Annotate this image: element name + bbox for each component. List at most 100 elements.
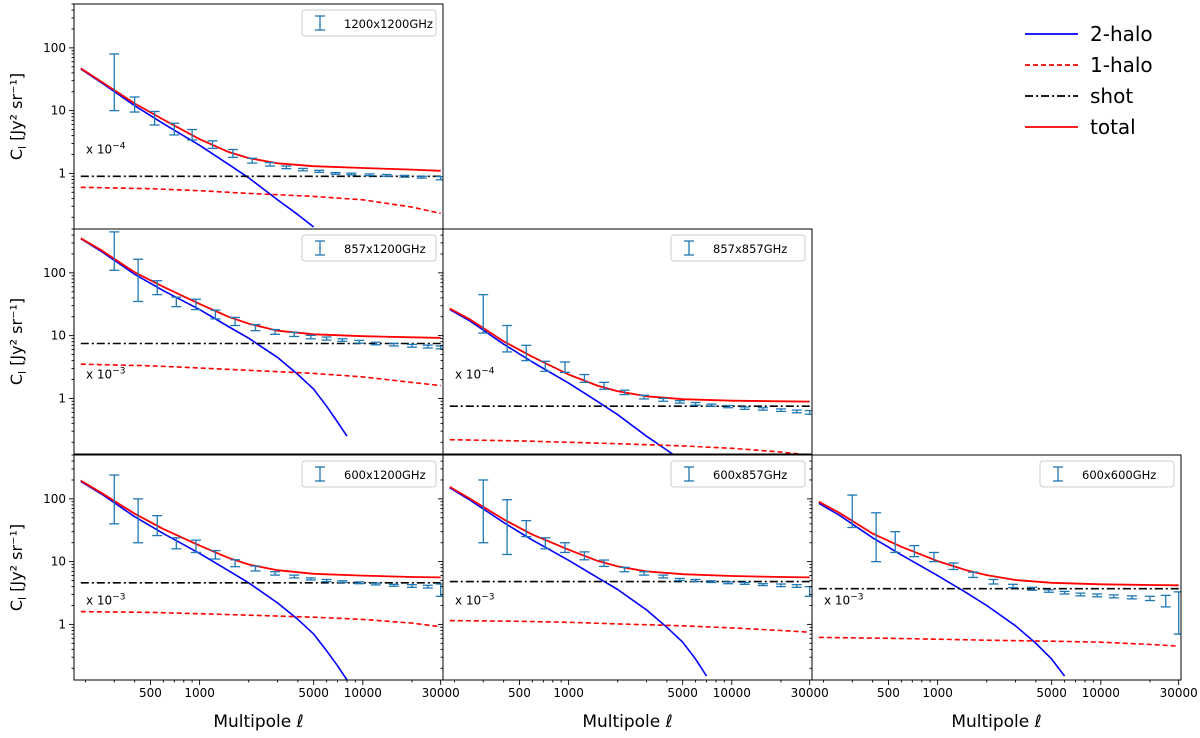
scale-factor-exponent: −4 — [481, 366, 495, 376]
data-point — [416, 175, 427, 179]
panel-600x600GHz: 500 1000 5000 10000 30000 Multipole ℓ x 10−3 60… — [807, 454, 1198, 732]
panel-title: 857x1200GHz — [344, 242, 426, 256]
y-axis — [438, 454, 443, 669]
data-point — [210, 309, 221, 320]
data-point — [1059, 590, 1070, 595]
data-point — [639, 394, 650, 400]
data-point — [723, 404, 734, 409]
y-tick-label: 10 — [51, 329, 66, 343]
panel-857x857GHz: x 10−4 857x857GHz — [438, 228, 813, 457]
data-point — [109, 53, 120, 112]
scale-factor-label: x 10−4 — [86, 141, 126, 156]
data-point — [791, 583, 802, 588]
plot-area — [74, 229, 443, 454]
scale-factor-label: x 10−3 — [86, 592, 125, 607]
data-point — [690, 401, 701, 406]
legend-label-one_halo: 1-halo — [1090, 53, 1153, 77]
plot-content — [449, 479, 812, 677]
series-1-halo-line — [449, 619, 810, 633]
panel-title: 1200x1200GHz — [344, 17, 433, 31]
data-point — [521, 519, 532, 538]
scale-factor-label: x 10−4 — [455, 366, 495, 381]
data-point — [540, 537, 551, 550]
panel-legend-box — [1039, 460, 1175, 488]
data-point — [129, 96, 140, 113]
data-point — [422, 584, 433, 589]
y-tick-label: 1 — [58, 166, 66, 180]
series-1-halo-line — [80, 610, 441, 628]
data-point — [190, 298, 201, 311]
data-point — [264, 161, 275, 167]
panel-title: 600x1200GHz — [344, 468, 426, 482]
data-point — [502, 324, 513, 353]
data-point — [314, 169, 325, 173]
y-axis: 1 10 100 — [43, 454, 74, 669]
plot-content — [80, 231, 443, 437]
x-tick-label: 10000 — [1082, 686, 1120, 700]
scale-factor-exponent: −3 — [112, 592, 125, 602]
y-axis-label-subscript: l — [16, 146, 29, 149]
legend-label-two_halo: 2-halo — [1090, 22, 1153, 46]
data-point — [847, 494, 858, 529]
data-point — [354, 581, 365, 585]
scale-factor-label: x 10−3 — [86, 366, 125, 381]
plot-content — [80, 474, 443, 680]
y-tick-label: 100 — [43, 266, 66, 280]
series-total-line — [80, 67, 441, 172]
data-point — [152, 515, 163, 537]
data-point — [739, 581, 750, 585]
panel-legend-box — [301, 9, 437, 37]
panel-600x1200GHz: 500 1000 5000 10000 30000 Multipole ℓ 1 10 100 Cl… — [7, 454, 460, 732]
y-tick-label: 10 — [51, 555, 66, 569]
scale-factor-exponent: −3 — [850, 592, 863, 602]
data-point — [281, 165, 292, 170]
data-point — [364, 173, 375, 177]
data-point — [250, 565, 261, 572]
panel-857x1200GHz: 1 10 100 Cl [Jy² sr⁻¹] x 10−3 857x1200GHz — [7, 228, 444, 457]
plot-area — [443, 229, 812, 454]
data-point — [521, 344, 532, 362]
data-point — [1173, 591, 1181, 635]
data-point — [337, 338, 348, 343]
data-point — [321, 578, 332, 583]
data-point — [502, 499, 513, 556]
data-point — [540, 360, 551, 372]
data-point — [1126, 595, 1137, 600]
data-point — [559, 542, 570, 554]
data-point — [804, 409, 812, 415]
x-tick-label: 10000 — [344, 686, 382, 700]
data-point — [133, 498, 144, 544]
data-point — [109, 231, 120, 271]
scale-factor-base: x 10 — [824, 593, 850, 607]
data-point — [1043, 589, 1054, 593]
panel-legend: 1200x1200GHz — [301, 9, 437, 37]
plot-content — [818, 494, 1181, 677]
x-tick-label: 500 — [139, 686, 162, 700]
data-point — [230, 559, 241, 568]
y-tick-label: 1 — [58, 617, 66, 631]
x-axis-label: Multipole ℓ — [951, 712, 1041, 732]
data-point — [1108, 594, 1119, 599]
scale-factor-base: x 10 — [86, 367, 112, 381]
legend-label-shot: shot — [1090, 84, 1133, 108]
y-axis-label-unit: [Jy² sr⁻¹] — [7, 73, 26, 146]
data-point — [723, 581, 734, 585]
panel-legend-box — [301, 234, 437, 262]
data-point — [227, 148, 238, 159]
data-point — [791, 409, 802, 414]
data-point — [370, 341, 381, 346]
x-axis: 500 1000 5000 10000 30000 — [823, 680, 1198, 700]
panel-title: 600x857GHz — [713, 468, 787, 482]
data-point — [247, 157, 258, 164]
data-point — [1027, 586, 1038, 591]
y-axis — [807, 454, 812, 669]
series-1-halo-line — [80, 186, 441, 215]
scale-factor-base: x 10 — [455, 367, 481, 381]
data-point — [948, 562, 959, 571]
y-axis-label-subscript: l — [16, 371, 29, 374]
data-point — [435, 345, 443, 350]
plot-area — [74, 4, 443, 229]
panel-legend: 600x1200GHz — [301, 460, 437, 488]
data-point — [187, 128, 198, 141]
data-point — [190, 539, 201, 554]
